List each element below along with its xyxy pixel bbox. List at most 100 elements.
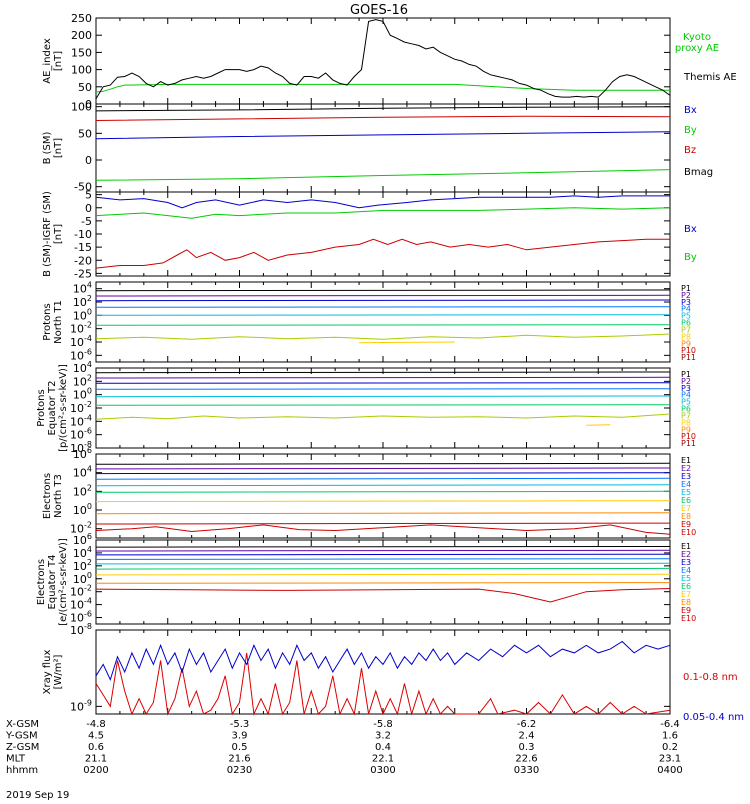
y-tick-label: 104 [73,360,92,375]
legend-label: P1 [681,370,691,379]
y-tick-label: -10 [74,228,92,241]
legend-label: E9 [681,520,691,529]
footer-value: 4.5 [88,731,104,742]
series-e4 [95,477,671,480]
series-bx [95,131,671,140]
footer-value: 22.1 [372,754,394,765]
y-tick-label: 106 [73,532,92,547]
legend-label: P7 [681,411,691,420]
series-e4 [95,558,671,560]
panel-frame [95,367,671,449]
legend-label: E3 [681,472,691,481]
series-e6 [95,490,671,493]
y-tick-label: 100 [73,307,92,322]
series-p5 [95,314,671,316]
footer-label: MLT [6,754,26,765]
legend-label: E1 [681,542,691,551]
y-tick-label: 150 [71,46,92,59]
legend-label: Bz [684,0,696,3]
legend-label: E2 [681,550,691,559]
footer-value: -6.2 [517,719,537,730]
legend-label: E7 [681,504,691,513]
panel-bigrf: 50-5-10-15-20-25B (SM)-IGRF (SM) [nT] BxBy… [42,0,697,280]
y-axis-label: North T1 [53,300,64,344]
legend-label: E6 [681,582,691,591]
series-themis-ae [95,19,671,100]
y-axis-label: Electrons [36,559,47,605]
y-tick-label: 102 [73,294,92,309]
y-tick-label: 100 [73,571,92,586]
y-tick-label: 10-6 [70,610,92,625]
footer-value: 1.6 [662,731,678,742]
y-tick-label: 50 [78,81,92,94]
y-axis-label: Protons [42,303,53,340]
series-e1 [95,462,671,465]
panel-frame [95,453,671,539]
y-tick-label: 100 [73,387,92,402]
legend-label: E6 [681,496,691,505]
legend-label: E9 [681,606,691,615]
series-e3 [95,553,671,556]
legend-label: P5 [681,312,691,321]
orbit-footer: X-GSM -4.8 -5.3 -5.8 -6.2 -6.4 Y-GSM 4.5 3.9 3.2 2… [5,719,683,776]
panel-frame [95,539,671,625]
y-tick-label: 100 [73,502,92,517]
legend-label: E8 [681,512,691,521]
series-kyoto-proxy-ae [95,83,670,93]
legend-label: E8 [681,598,691,607]
legend-label: P10 [681,346,696,355]
panel-frame [95,17,671,105]
series-e5 [95,484,671,487]
series-e3 [95,472,671,475]
y-tick-label: 0 [85,202,92,215]
y-tick-label: 10-2 [70,400,92,415]
series-p5 [95,395,671,398]
legend-label: P4 [681,305,691,314]
y-tick-label: 10-2 [70,521,92,536]
series-bx [95,195,670,209]
series-e1 [95,546,671,548]
series-e9 [95,522,671,525]
legend-label: E3 [681,558,691,567]
legend-label: 0.05-0.4 nm [683,712,744,723]
y-tick-label: 0 [85,98,92,111]
y-axis-label: [nT] [53,224,64,244]
footer-value: -5.3 [230,719,250,730]
legend-label: P8 [681,332,691,341]
footer-value: 0.2 [662,742,678,753]
y-axis-label: Electrons [42,473,53,519]
y-tick-label: 102 [73,483,92,498]
legend-label: P7 [681,325,691,334]
y-tick-label: 0 [85,154,92,167]
legend-label: Themis AE [683,72,737,83]
y-tick-label: 50 [78,127,92,140]
y-tick-label: -25 [74,267,92,280]
footer-value: 0400 [657,765,682,776]
series-0-05-0-4-nm [95,640,671,681]
y-tick-label: 104 [73,465,92,480]
series-bmag [95,106,671,112]
y-axis-label: [nT] [53,138,64,158]
y-axis-label: B (SM) [42,131,53,164]
footer-value: 3.2 [375,731,391,742]
y-tick-label: 250 [71,12,92,25]
series-p7 [95,333,671,340]
y-axis-label: AE_index [42,38,53,84]
legend-label: By [684,252,697,263]
legend-label: Kyoto [683,32,711,43]
legend-label: E4 [681,566,691,575]
legend-label: P11 [681,439,696,448]
y-axis-label: B (SM)-IGRF (SM) [42,191,53,277]
footer-value: 0230 [227,765,252,776]
footer-value: -4.8 [86,719,106,730]
legend-label: P11 [681,353,696,362]
y-tick-label: 10-4 [70,597,92,612]
y-tick-label: 10-2 [70,584,92,599]
y-tick-label: 5 [85,189,92,202]
legend-label: E4 [681,480,691,489]
series-e2 [95,467,671,470]
